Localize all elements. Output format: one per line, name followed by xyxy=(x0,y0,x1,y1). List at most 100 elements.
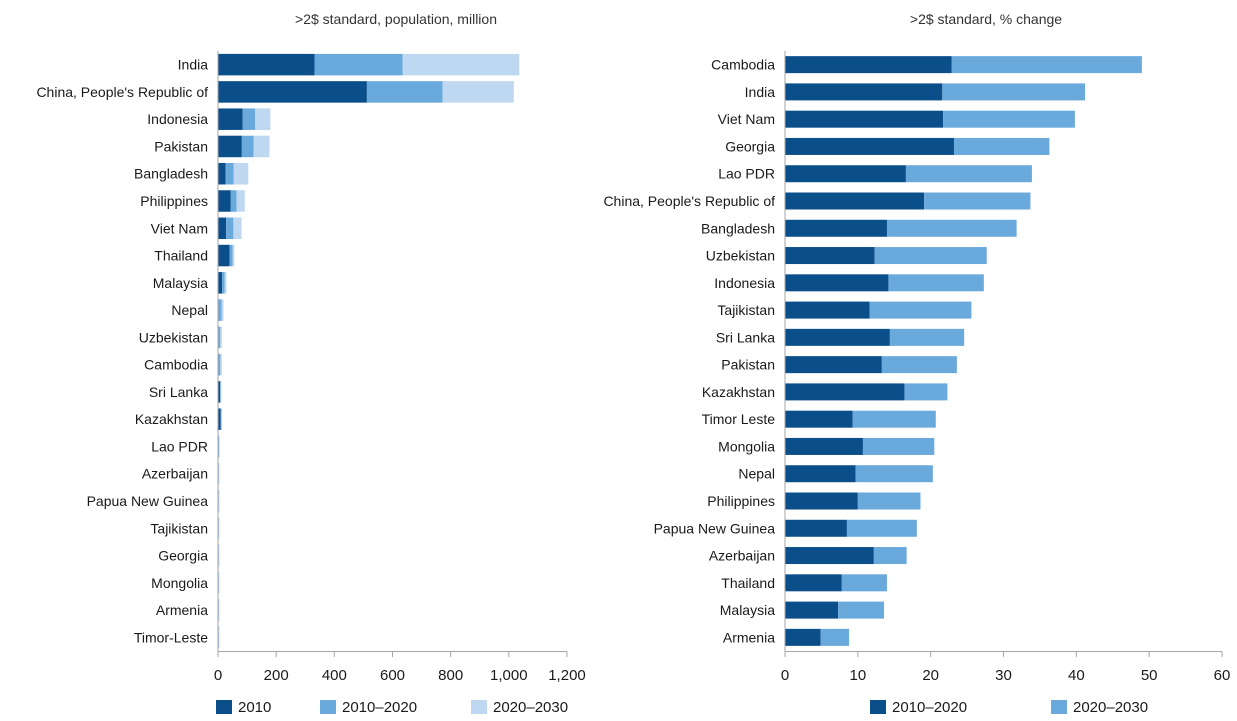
bar-segment-1 xyxy=(785,492,858,510)
bar-segment-1 xyxy=(785,110,944,128)
bar-segment-1 xyxy=(785,328,890,346)
bar-segment-3 xyxy=(218,544,220,567)
category-label: Uzbekistan xyxy=(706,248,775,264)
legend-swatch xyxy=(870,700,886,714)
category-label: Cambodia xyxy=(711,57,775,73)
bar-segment-2 xyxy=(855,465,933,483)
category-label: Lao PDR xyxy=(718,166,775,182)
x-tick-label: 600 xyxy=(380,667,405,684)
bar-segment-2 xyxy=(218,435,220,458)
chart-title: >2$ standard, % change xyxy=(910,11,1062,27)
bar-segment-2 xyxy=(846,519,917,537)
bar-segment-3 xyxy=(221,299,224,321)
legend-swatch xyxy=(471,700,487,714)
legend-label: 2020–2030 xyxy=(493,699,568,716)
legend-swatch xyxy=(216,700,232,714)
bar-segment-1 xyxy=(785,301,870,319)
x-tick-label: 0 xyxy=(781,667,789,684)
bar-segment-3 xyxy=(218,490,220,512)
bar-segment-2 xyxy=(943,110,1075,128)
category-label: Kazakhstan xyxy=(702,384,775,400)
chart-title: >2$ standard, population, million xyxy=(295,11,497,27)
category-label: Indonesia xyxy=(147,111,208,127)
bar-segment-3 xyxy=(218,517,220,540)
bar-segment-2 xyxy=(366,81,443,103)
category-label: China, People's Republic of xyxy=(36,84,208,100)
category-label: Azerbaijan xyxy=(709,548,775,564)
bar-segment-3 xyxy=(224,272,227,294)
bar-segment-1 xyxy=(218,408,221,430)
category-label: Nepal xyxy=(738,466,775,482)
legend-label: 2010 xyxy=(238,699,271,716)
bar-segment-2 xyxy=(904,383,948,401)
category-label: Timor-Leste xyxy=(134,629,208,645)
bar-segment-2 xyxy=(874,247,987,265)
category-label: Viet Nam xyxy=(151,220,208,236)
bar-segment-2 xyxy=(942,83,1086,101)
bar-segment-1 xyxy=(218,162,226,185)
bar-segment-1 xyxy=(218,381,221,403)
category-label: Bangladesh xyxy=(134,166,208,182)
bar-segment-2 xyxy=(220,408,222,430)
bar-segment-2 xyxy=(905,165,1032,183)
bar-segment-2 xyxy=(857,492,921,510)
bar-segment-1 xyxy=(785,83,943,101)
legend-swatch xyxy=(1051,700,1067,714)
bar-segment-3 xyxy=(402,53,520,76)
category-label: Uzbekistan xyxy=(139,329,208,345)
bar-segment-1 xyxy=(218,81,367,103)
bar-segment-2 xyxy=(873,547,907,565)
bar-segment-2 xyxy=(841,574,887,592)
bar-segment-2 xyxy=(242,108,256,130)
category-label: Viet Nam xyxy=(718,111,775,127)
bar-segment-2 xyxy=(889,328,965,346)
bar-segment-2 xyxy=(230,190,237,212)
bar-segment-3 xyxy=(220,326,222,349)
bar-segment-1 xyxy=(785,519,847,537)
category-label: Mongolia xyxy=(151,575,208,591)
bar-segment-2 xyxy=(881,356,957,374)
bar-segment-2 xyxy=(820,628,850,646)
bar-segment-1 xyxy=(785,628,821,646)
bar-segment-1 xyxy=(785,219,887,237)
legend-label: 2020–2030 xyxy=(1073,699,1148,716)
category-label: Indonesia xyxy=(714,275,775,291)
category-label: Thailand xyxy=(721,575,775,591)
bar-segment-1 xyxy=(785,56,952,74)
x-tick-label: 800 xyxy=(438,667,463,684)
category-label: Pakistan xyxy=(721,357,775,373)
x-tick-label: 20 xyxy=(922,667,939,684)
bar-segment-1 xyxy=(218,272,223,294)
x-tick-label: 40 xyxy=(1068,667,1085,684)
bar-segment-2 xyxy=(225,162,234,185)
bar-segment-2 xyxy=(229,244,233,267)
bar-segment-3 xyxy=(232,244,235,267)
category-label: Kazakhstan xyxy=(135,411,208,427)
category-label: Georgia xyxy=(158,548,208,564)
chart-panel-2: >2$ standard, % change Cambodia India Viet … xyxy=(603,11,1230,716)
bar-segment-3 xyxy=(218,462,220,485)
bar-segment-3 xyxy=(218,626,220,649)
category-label: Armenia xyxy=(156,602,208,618)
bar-segment-1 xyxy=(785,410,853,428)
bar-segment-3 xyxy=(233,162,249,185)
bar-segment-3 xyxy=(218,435,220,458)
category-label: Papua New Guinea xyxy=(87,493,209,509)
category-label: India xyxy=(178,57,209,73)
bar-segment-2 xyxy=(953,137,1050,155)
bar-segment-2 xyxy=(220,381,221,403)
chart-panel-1: >2$ standard, population, million India Ch… xyxy=(36,11,585,716)
bar-segment-1 xyxy=(218,108,243,130)
bar-segment-1 xyxy=(785,383,905,401)
x-tick-label: 1,000 xyxy=(490,667,528,684)
bar-segment-2 xyxy=(218,353,221,376)
bar-segment-1 xyxy=(785,137,954,155)
x-tick-label: 10 xyxy=(849,667,866,684)
bar-segment-1 xyxy=(218,217,227,240)
category-label: Philippines xyxy=(707,493,775,509)
x-tick-label: 60 xyxy=(1214,667,1231,684)
legend-swatch xyxy=(320,700,336,714)
bar-segment-3 xyxy=(220,381,222,403)
bar-segment-3 xyxy=(221,408,222,430)
